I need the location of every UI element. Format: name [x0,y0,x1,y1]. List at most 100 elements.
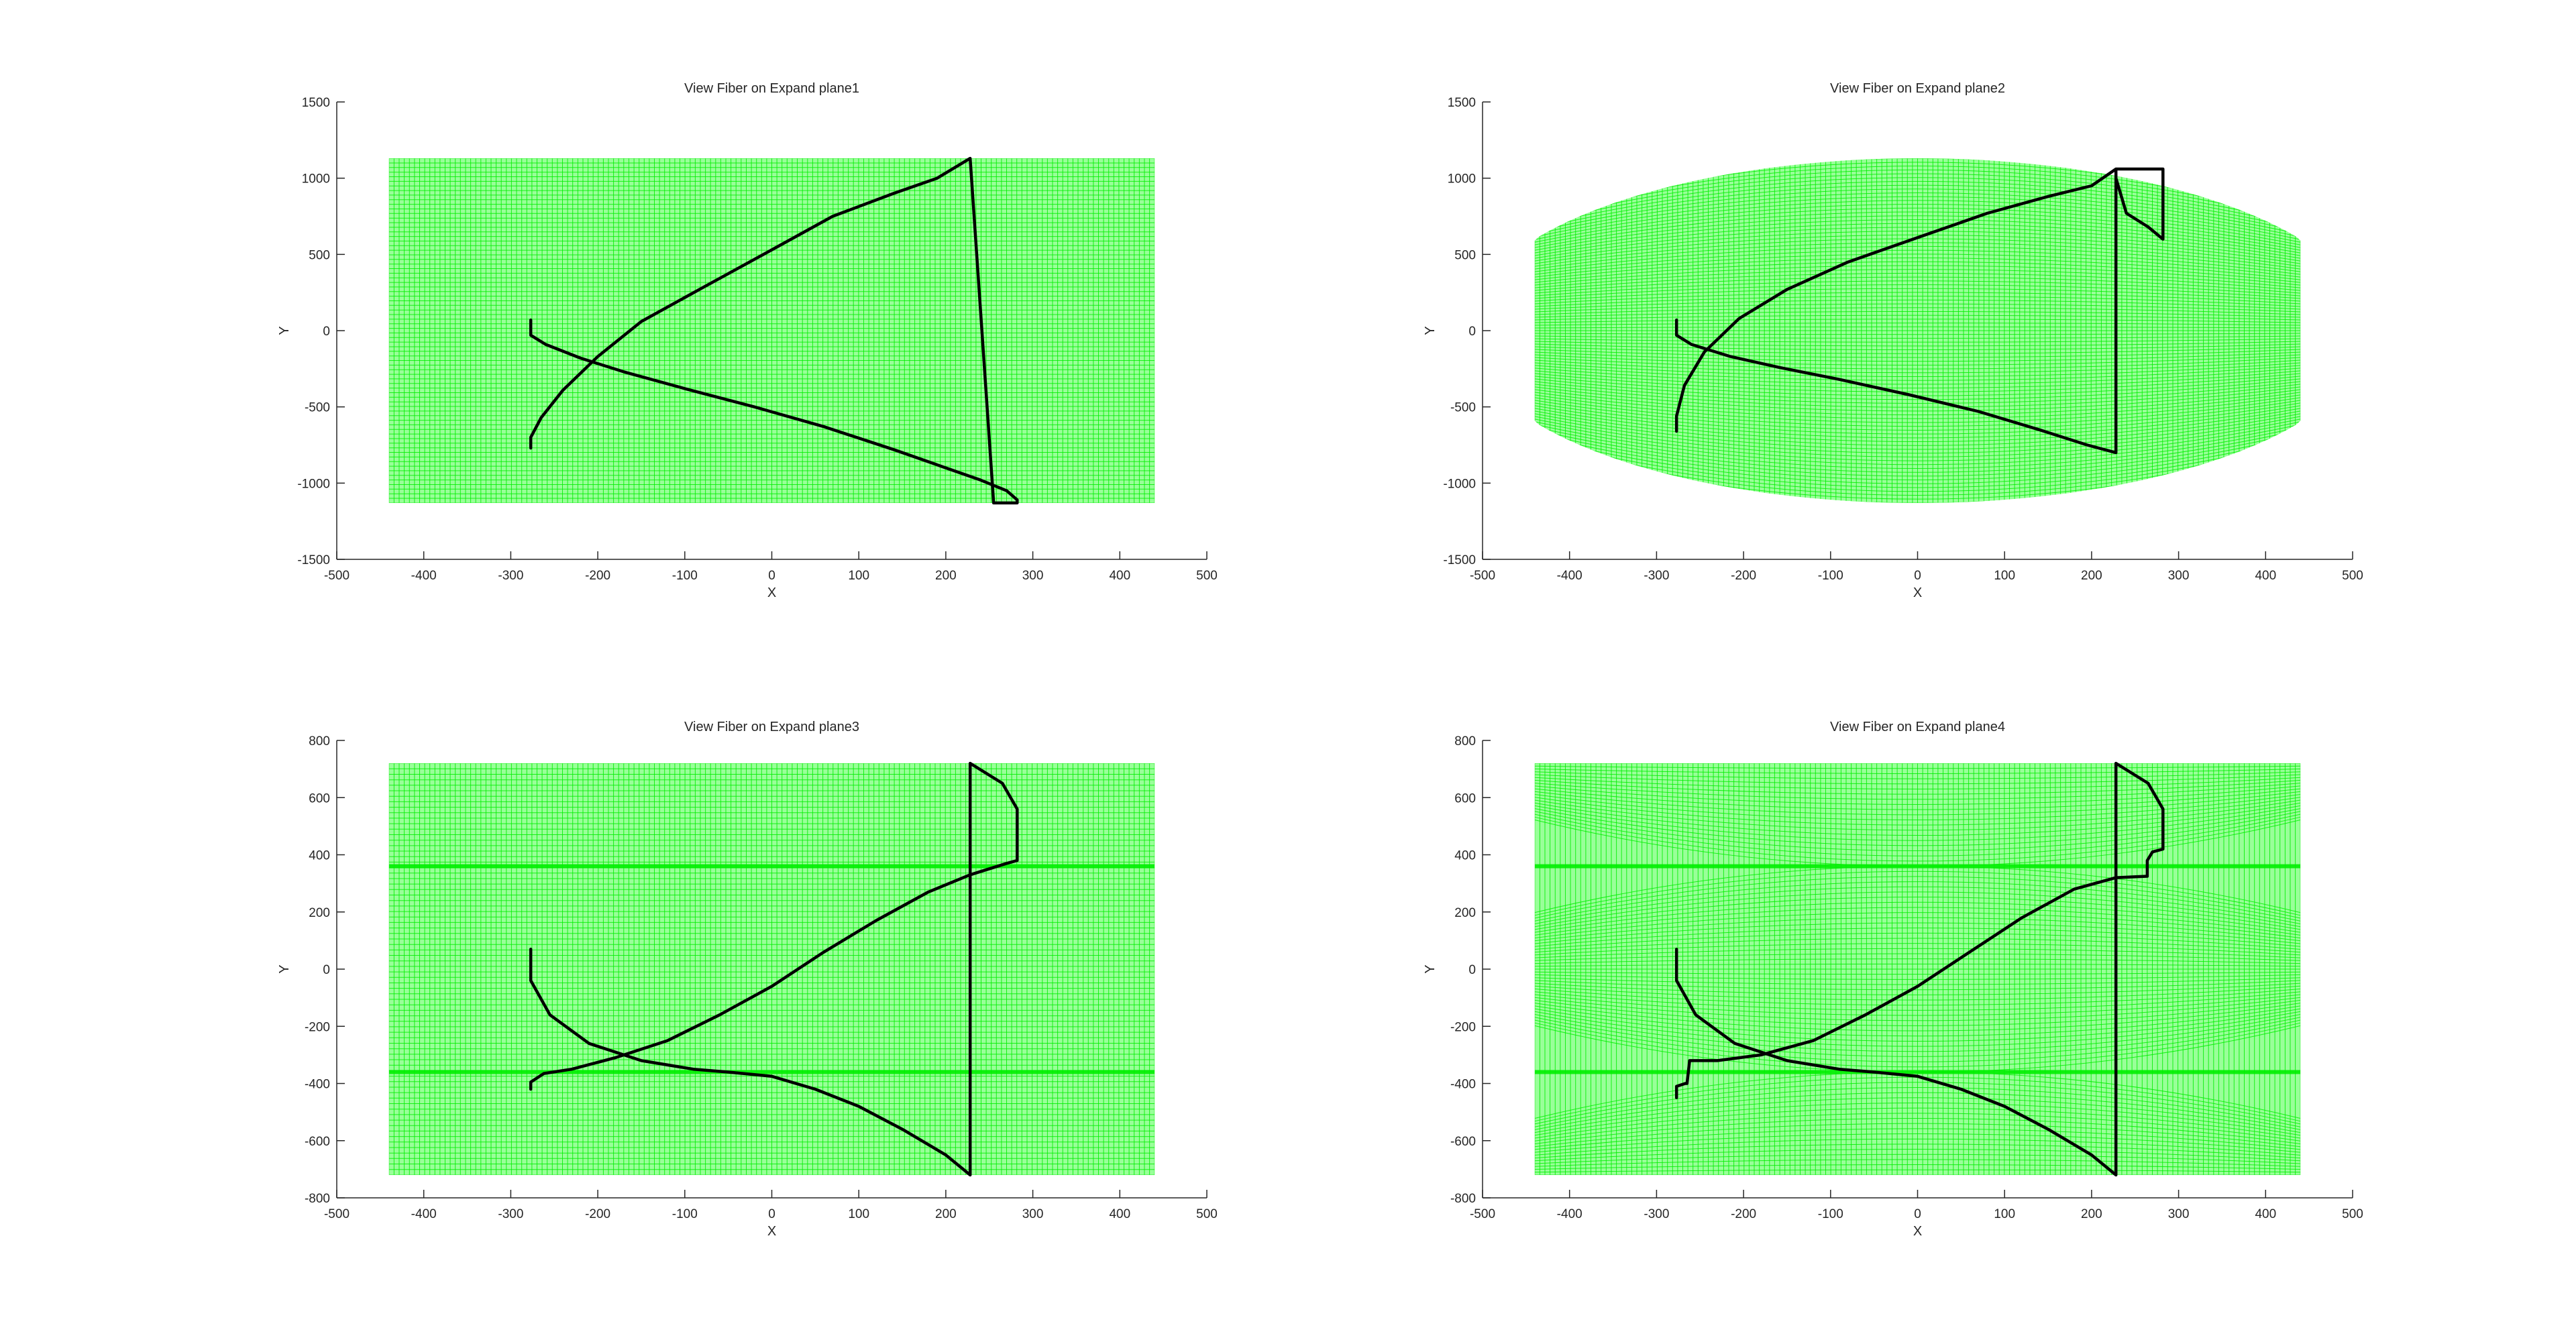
mesh-horizontal-lines [1534,158,2301,503]
y-axis-label: Y [1423,964,1438,973]
y-tick-label: 0 [323,963,330,977]
x-tick-label: -200 [1731,569,1756,583]
x-tick-label: -500 [324,1207,350,1221]
x-tick-label: -300 [1644,1207,1669,1221]
y-tick-label: 500 [309,248,330,262]
mesh-horizontal-lines [388,763,1155,1175]
x-tick-label: 300 [2168,1207,2190,1221]
x-tick-label: -200 [1731,1207,1756,1221]
x-tick-label: 200 [935,569,957,583]
mesh-grid [1534,763,2301,1175]
chart-1: -500 -400 -300 -200 -100 0 100 200 300 400 500 -150… [277,81,1218,600]
x-tick-label: -300 [1644,569,1669,583]
chart-3: -500 -400 -300 -200 -100 0 100 200 300 400 500 -800… [277,720,1218,1239]
y-tick-label: 500 [1454,248,1476,262]
chart-2: -500 -400 -300 -200 -100 0 100 200 300 400 500-150… [1423,81,2363,600]
y-tick-label: -1500 [1443,553,1476,567]
x-tick-label: -200 [585,1207,610,1221]
x-tick-label: -400 [411,1207,437,1221]
y-tick-label: 0 [323,325,330,339]
x-tick-label: -500 [1470,1207,1495,1221]
y-tick-label: 1000 [302,172,330,186]
x-tick-label: -100 [1818,1207,1843,1221]
y-tick-label: 200 [309,906,330,920]
x-axis-label: X [1913,586,1922,600]
y-tick-label: 1500 [302,96,330,110]
x-tick-label: 400 [1109,569,1130,583]
y-tick-label: 400 [309,849,330,863]
y-tick-label: -500 [305,401,330,415]
x-tick-label: 100 [848,569,869,583]
y-tick-label: 800 [309,734,330,748]
y-tick-label: -600 [1450,1135,1476,1149]
x-tick-label: 100 [848,1207,869,1221]
x-axis-label: X [767,1224,776,1239]
x-tick-label: -100 [1818,569,1843,583]
fiber-path-1 [529,156,1019,505]
x-tick-label: -500 [324,569,350,583]
y-tick-label: 1000 [1448,172,1476,186]
x-tick-label: 0 [1914,569,1921,583]
x-axis-label: X [1913,1224,1922,1239]
y-tick-label: -500 [1450,401,1476,415]
x-tick-label: 300 [2168,569,2190,583]
chart-title: View Fiber on Expand plane3 [684,720,859,734]
fiber-path-1 [1674,167,2165,455]
x-tick-label: 400 [2255,569,2276,583]
y-tick-label: -200 [1450,1020,1476,1034]
y-axis-label: Y [277,964,292,973]
y-tick-label: 200 [1454,906,1476,920]
mesh-dense-band-2 [388,864,1155,869]
y-tick-label: -1000 [1443,477,1476,491]
x-tick-label: 0 [1914,1207,1921,1221]
x-tick-label: 200 [935,1207,957,1221]
fiber-path-1 [1674,761,2165,1177]
y-axis-label: Y [1423,326,1438,335]
x-tick-label: -100 [672,569,698,583]
chart-title: View Fiber on Expand plane2 [1830,81,2005,96]
mesh-grid [1534,158,2301,503]
x-tick-label: -200 [585,569,610,583]
x-axis-label: X [767,586,776,600]
x-tick-label: -400 [411,569,437,583]
x-tick-label: -400 [1557,1207,1582,1221]
mesh-dense-band-1 [1534,1070,2301,1074]
chart-4: -500 -400 -300 -200 -100 0 100 200 300 400 500 -800… [1423,720,2363,1239]
y-tick-label: 800 [1454,734,1476,748]
x-tick-label: 500 [2342,569,2363,583]
y-tick-label: -200 [305,1020,330,1034]
y-tick-label: -400 [305,1078,330,1092]
fiber-path-1 [529,761,1019,1177]
y-axis-label: Y [277,326,292,335]
y-tick-label: 400 [1454,849,1476,863]
x-tick-label: 0 [768,569,775,583]
y-tick-label: -800 [305,1192,330,1206]
mesh-dense-band-2 [1534,864,2301,869]
x-tick-label: 200 [2081,1207,2102,1221]
mesh-vertical-lines [388,158,1155,503]
chart-title: View Fiber on Expand plane4 [1830,720,2005,734]
x-tick-label: -300 [498,1207,523,1221]
x-tick-label: -300 [498,569,523,583]
x-tick-label: -500 [1470,569,1495,583]
x-tick-label: 100 [1994,1207,2015,1221]
x-tick-label: 500 [2342,1207,2363,1221]
y-tick-label: 600 [1454,791,1476,805]
x-tick-label: 400 [2255,1207,2276,1221]
mesh-horizontal-lines [388,158,1155,503]
x-tick-label: -100 [672,1207,698,1221]
x-tick-label: 200 [2081,569,2102,583]
mesh-vertical-lines [388,763,1155,1175]
y-tick-label: -400 [1450,1078,1476,1092]
y-tick-label: -1500 [297,553,330,567]
y-tick-label: 1500 [1448,96,1476,110]
y-tick-label: -600 [305,1135,330,1149]
x-tick-label: 300 [1022,1207,1044,1221]
y-tick-label: -800 [1450,1192,1476,1206]
x-tick-label: -400 [1557,569,1582,583]
mesh-grid [388,763,1155,1175]
x-tick-label: 300 [1022,569,1044,583]
x-tick-label: 0 [768,1207,775,1221]
y-tick-label: 0 [1468,325,1476,339]
